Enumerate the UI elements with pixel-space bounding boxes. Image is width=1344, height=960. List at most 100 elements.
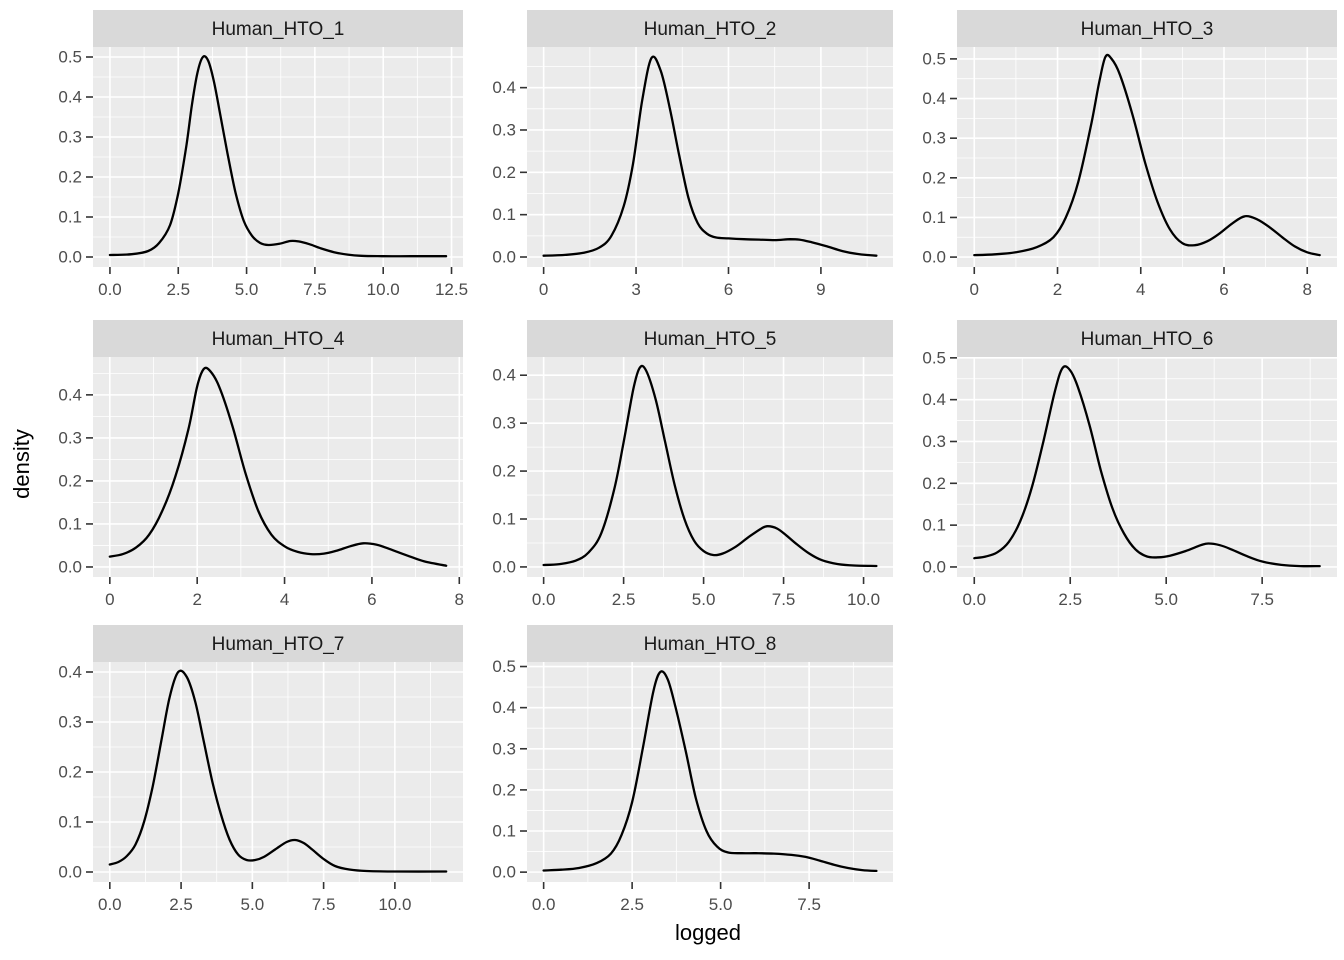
x-tick-label: 6: [1219, 280, 1228, 299]
density-curve: [973, 53, 1321, 257]
y-tick-label: 0.4: [492, 78, 516, 97]
x-tick-label: 5.0: [709, 895, 733, 914]
density-curve: [108, 366, 448, 567]
panel-background: [527, 47, 893, 267]
y-tick-label: 0.1: [58, 514, 82, 533]
y-tick-label: 0.2: [58, 763, 82, 782]
density-curve: [973, 365, 1321, 568]
x-tick-label: 0.0: [532, 895, 556, 914]
x-tick-label: 7.5: [797, 895, 821, 914]
x-tick-label: 5.0: [235, 280, 259, 299]
y-tick-label: 0.1: [922, 208, 946, 227]
y-tick-label: 0.4: [922, 89, 946, 108]
y-tick-label: 0.2: [922, 474, 946, 493]
y-tick-label: 0.4: [492, 366, 516, 385]
facet-strip: [527, 320, 893, 357]
facet-human-hto-8: Human_HTO_8 0.0 2.5 5.0 7.5 0.0 0.1 0.2 0.3 0.4 0.…: [470, 625, 900, 925]
y-tick-label: 0.3: [492, 120, 516, 139]
x-tick-label: 0.0: [962, 590, 986, 609]
x-tick-label: 7.5: [303, 280, 327, 299]
facet-strip-title: Human_HTO_4: [212, 329, 345, 350]
facet-strip-title: Human_HTO_6: [1081, 329, 1214, 350]
y-tick-label: 0.4: [922, 390, 946, 409]
facet-strip: [957, 320, 1337, 357]
facet-strip: [957, 10, 1337, 47]
x-tick-label: 6: [724, 280, 733, 299]
facet-chart-svg: Human_HTO_8 0.0 2.5 5.0 7.5 0.0 0.1 0.2 0.3 0.4 0.…: [492, 625, 893, 914]
y-tick-label: 0.1: [58, 813, 82, 832]
facet-strip-title: Human_HTO_8: [644, 634, 777, 655]
y-tick-label: 0.1: [492, 205, 516, 224]
x-tick-label: 2: [1053, 280, 1062, 299]
x-tick-label: 2.5: [169, 895, 193, 914]
y-tick-label: 0.3: [922, 129, 946, 148]
density-curve: [108, 55, 448, 258]
facet-chart-svg: Human_HTO_5 0.0 2.5 5.0 7.5 10.0 0.0 0.1 0.2 0.3 0…: [492, 320, 893, 609]
facet-human-hto-3: Human_HTO_3 0 2 4 6 8 0.0 0.1 0.2 0.3 0.4 0.5: [900, 10, 1344, 310]
panel-background: [957, 357, 1337, 577]
y-tick-label: 0.5: [922, 49, 946, 68]
x-tick-label: 8: [455, 590, 464, 609]
facet-human-hto-4: Human_HTO_4 0 2 4 6 8 0.0 0.1 0.2 0.3 0.4: [36, 320, 470, 620]
x-tick-label: 4: [280, 590, 289, 609]
y-tick-label: 0.4: [58, 663, 82, 682]
x-tick-label: 0.0: [98, 895, 122, 914]
x-tick-label: 0: [970, 280, 979, 299]
facet-human-hto-6: Human_HTO_6 0.0 2.5 5.0 7.5 0.0 0.1 0.2 0.3 0.4 0.…: [900, 320, 1344, 620]
facet-strip: [527, 10, 893, 47]
facet-chart-svg: Human_HTO_6 0.0 2.5 5.0 7.5 0.0 0.1 0.2 0.3 0.4 0.…: [922, 320, 1337, 609]
x-tick-label: 0.0: [98, 280, 122, 299]
x-tick-label: 6: [367, 590, 376, 609]
y-tick-label: 0.0: [58, 248, 82, 267]
y-tick-label: 0.1: [492, 822, 516, 841]
y-tick-label: 0.4: [58, 385, 82, 404]
y-tick-label: 0.3: [922, 432, 946, 451]
y-tick-label: 0.1: [492, 510, 516, 529]
x-tick-label: 9: [816, 280, 825, 299]
facet-chart-svg: Human_HTO_7 0.0 2.5 5.0 7.5 10.0 0.0 0.1 0.2 0.3 0…: [58, 625, 463, 914]
x-tick-label: 2.5: [166, 280, 190, 299]
y-tick-label: 0.1: [58, 208, 82, 227]
facet-human-hto-5: Human_HTO_5 0.0 2.5 5.0 7.5 10.0 0.0 0.1 0.2 0.3 0…: [470, 320, 900, 620]
x-tick-label: 0.0: [532, 590, 556, 609]
x-tick-label: 2: [192, 590, 201, 609]
y-tick-label: 0.0: [922, 248, 946, 267]
y-tick-label: 0.4: [58, 88, 82, 107]
y-tick-label: 0.2: [58, 471, 82, 490]
facet-strip-title: Human_HTO_2: [644, 19, 777, 40]
y-tick-label: 0.0: [492, 248, 516, 267]
facet-chart-svg: Human_HTO_2 0 3 6 9 0.0 0.1 0.2 0.3 0.4: [492, 10, 893, 299]
x-tick-label: 2.5: [620, 895, 644, 914]
facet-strip: [93, 10, 463, 47]
x-tick-label: 5.0: [241, 895, 265, 914]
y-tick-label: 0.5: [58, 48, 82, 67]
x-tick-label: 4: [1136, 280, 1145, 299]
facet-chart-svg: Human_HTO_3 0 2 4 6 8 0.0 0.1 0.2 0.3 0.4 0.5: [922, 10, 1337, 299]
x-tick-label: 5.0: [692, 590, 716, 609]
panel-background: [527, 357, 893, 577]
facet-strip-title: Human_HTO_7: [212, 634, 345, 655]
panel-background: [957, 47, 1337, 267]
y-tick-label: 0.5: [922, 348, 946, 367]
facet-strip: [527, 625, 893, 662]
y-tick-label: 0.2: [492, 780, 516, 799]
panel-background: [527, 662, 893, 882]
facet-strip-title: Human_HTO_1: [212, 19, 345, 40]
x-tick-label: 0: [105, 590, 114, 609]
y-tick-label: 0.0: [58, 863, 82, 882]
y-tick-label: 0.1: [922, 516, 946, 535]
y-tick-label: 0.2: [58, 168, 82, 187]
x-tick-label: 7.5: [772, 590, 796, 609]
y-tick-label: 0.0: [492, 863, 516, 882]
y-tick-label: 0.3: [58, 713, 82, 732]
y-tick-label: 0.0: [58, 557, 82, 576]
x-tick-label: 10.0: [847, 590, 880, 609]
y-tick-label: 0.3: [492, 414, 516, 433]
density-curve: [542, 55, 878, 257]
density-curve: [542, 670, 878, 873]
y-tick-label: 0.0: [922, 557, 946, 576]
x-tick-label: 12.5: [435, 280, 468, 299]
y-tick-label: 0.2: [492, 163, 516, 182]
facet-chart-svg: Human_HTO_4 0 2 4 6 8 0.0 0.1 0.2 0.3 0.4: [58, 320, 464, 609]
